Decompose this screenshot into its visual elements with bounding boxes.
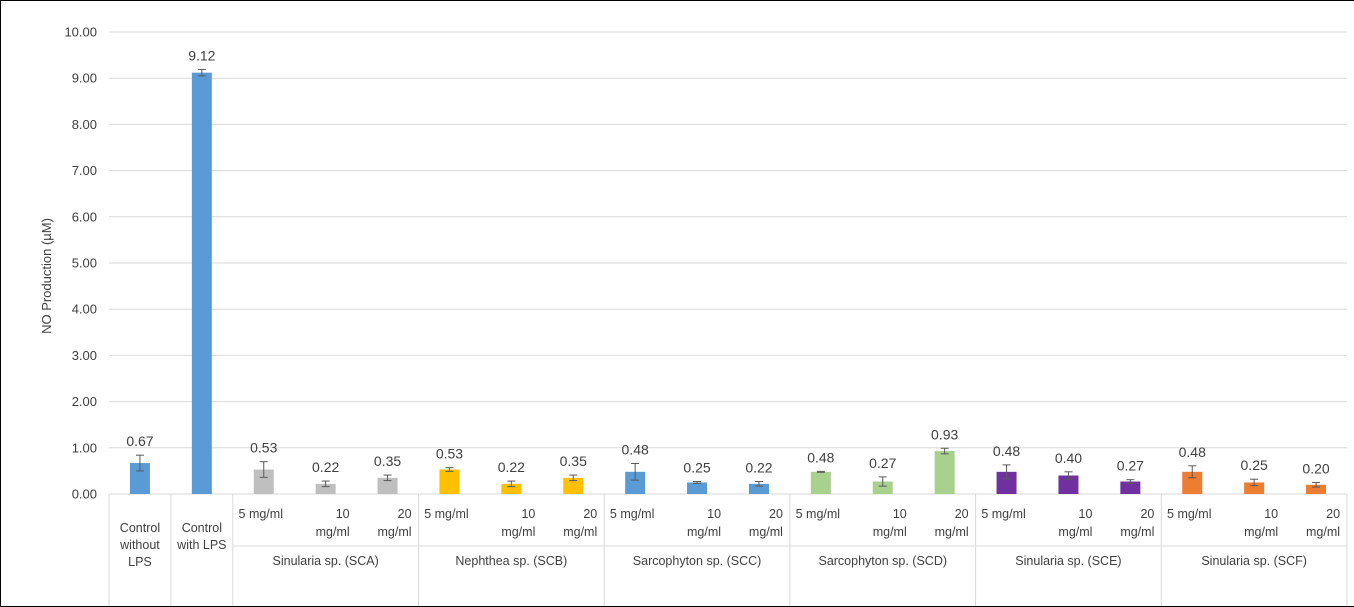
bar-control-0 [129,463,150,494]
group-label: Sinularia sp. (SCF) [1201,554,1307,568]
y-tick-label: 10.00 [64,25,97,40]
category-label: 10 mg/ml [1058,507,1092,539]
bar-SCA-0 [253,469,274,494]
bar-SCE-1 [1058,475,1079,494]
y-tick-label: 7.00 [72,163,97,178]
data-label: 0.25 [683,460,710,476]
bar-SCD-2 [934,451,955,494]
bar-SCC-1 [687,482,708,494]
data-label: 0.40 [1055,450,1082,466]
data-label: 0.35 [374,453,401,469]
category-label: 20 mg/ml [1306,507,1340,539]
y-axis: 0.00 1.00 2.00 3.00 4.00 5.00 6.00 7.00 8.00 9.00… [64,25,97,502]
data-label: 9.12 [188,47,215,63]
data-label: 0.53 [250,440,277,456]
group-label: Sarcophyton sp. (SCD) [818,554,947,568]
category-label: 5 mg/ml [239,507,283,521]
category-labels: Control without LPS Control with LPS 5 mg/ml 1… [108,494,1348,606]
bar-SCF-2 [1306,484,1327,494]
gridlines [109,31,1347,495]
bar-SCB-2 [563,477,584,494]
group-label: Sinularia sp. (SCE) [1015,554,1121,568]
data-label: 0.48 [622,442,649,458]
data-label: 0.22 [498,459,525,475]
category-label: 5 mg/ml [981,507,1025,521]
category-label: 20 mg/ml [935,507,969,539]
category-label: 20 mg/ml [563,507,597,539]
y-axis-label: NO Production (µM) [39,218,54,334]
category-label: 10 mg/ml [873,507,907,539]
y-tick-label: 8.00 [72,117,97,132]
data-label: 0.48 [807,449,834,465]
category-label: Control with LPS [176,521,226,552]
bar-SCE-2 [1120,481,1141,494]
category-label: 10 mg/ml [687,507,721,539]
bar-SCA-2 [377,477,398,494]
category-label: 5 mg/ml [796,507,840,521]
bar-SCD-1 [872,481,893,494]
category-label: 20 mg/ml [1120,507,1154,539]
data-label: 0.35 [560,453,587,469]
data-label: 0.48 [1179,444,1206,460]
category-label: Control without LPS [119,521,160,569]
bar-SCA-1 [315,483,336,494]
group-label: Nephthea sp. (SCB) [455,554,567,568]
data-label: 0.22 [745,460,772,476]
bar-SCC-0 [625,471,646,494]
y-tick-label: 9.00 [72,71,97,86]
data-label: 0.48 [993,443,1020,459]
bar-SCF-1 [1244,482,1265,494]
data-label: 0.20 [1302,460,1329,476]
bar-SCB-1 [501,483,522,494]
data-label: 0.67 [126,433,153,449]
bar-control-1 [191,72,212,494]
y-tick-label: 0.00 [72,487,97,502]
bar-SCF-0 [1182,471,1203,494]
bar-SCD-0 [810,471,831,494]
category-label: 5 mg/ml [424,507,468,521]
category-label: 10 mg/ml [501,507,535,539]
category-label: 20 mg/ml [378,507,412,539]
data-label: 0.22 [312,459,339,475]
group-label: Sinularia sp. (SCA) [273,554,379,568]
bar-SCC-2 [748,483,769,494]
group-label: Sarcophyton sp. (SCC) [633,554,762,568]
category-label: 20 mg/ml [749,507,783,539]
category-label: 5 mg/ml [1167,507,1211,521]
data-label: 0.27 [1117,458,1144,474]
y-tick-label: 4.00 [72,302,97,317]
y-tick-label: 1.00 [72,440,97,455]
bars: 0.67 9.12 0.53 0.22 0.35 0.53 0.22 0.35 0.48 0.25… [126,47,1330,494]
category-label: 10 mg/ml [1244,507,1278,539]
category-label: 10 mg/ml [316,507,350,539]
y-tick-label: 6.00 [72,209,97,224]
bar-SCE-0 [996,471,1017,494]
y-tick-label: 3.00 [72,348,97,363]
data-label: 0.53 [436,446,463,462]
bar-SCB-0 [439,469,460,494]
data-label: 0.27 [869,455,896,471]
category-label: 5 mg/ml [610,507,654,521]
y-tick-label: 5.00 [72,256,97,271]
data-label: 0.93 [931,426,958,442]
data-label: 0.25 [1241,457,1268,473]
y-tick-label: 2.00 [72,394,97,409]
